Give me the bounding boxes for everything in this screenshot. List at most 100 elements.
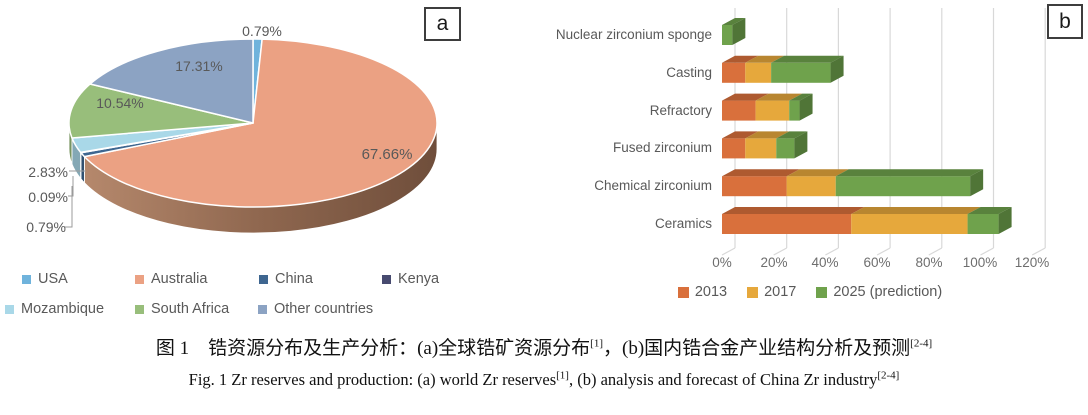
caption-zh-text-2: ，(b)国内锆合金产业结构分析及预测 bbox=[603, 338, 911, 359]
bar-top-face bbox=[786, 169, 849, 177]
legend-item-2025: 2025 (prediction) bbox=[816, 284, 942, 300]
pie-label-australia: 67.66% bbox=[361, 146, 413, 163]
legend-item-mozambique: Mozambique bbox=[5, 301, 104, 317]
bar-segment-2017-ceramics bbox=[851, 214, 968, 234]
legend-swatch-kenya bbox=[382, 274, 391, 284]
x-tick-0: 0% bbox=[712, 255, 732, 270]
panel-b-marker: b bbox=[1047, 4, 1083, 39]
leader-china bbox=[64, 186, 73, 228]
bar-segment-2017-fused-zirconium bbox=[745, 138, 777, 159]
legend-item-other-countries: Other countries bbox=[258, 301, 373, 317]
x-tick-60: 60% bbox=[863, 255, 891, 270]
legend-swatch-other-countries bbox=[258, 304, 267, 314]
bar-segment-2017-casting bbox=[745, 62, 772, 83]
legend-label-2017: 2017 bbox=[764, 284, 797, 300]
bar-end-face bbox=[998, 207, 1012, 234]
category-label-fused-zirconium: Fused zirconium bbox=[612, 140, 712, 155]
bar-segment-2013-refractory bbox=[722, 100, 756, 121]
caption-en-ref-1: [1] bbox=[556, 369, 569, 382]
bar-top-face bbox=[745, 55, 785, 63]
bar-top-face bbox=[755, 93, 803, 101]
pie-label-china: 0.79% bbox=[26, 219, 66, 235]
pie-label-kenya: 0.09% bbox=[28, 189, 68, 205]
caption-en-text-1: Fig. 1 Zr reserves and production: (a) w… bbox=[188, 370, 557, 389]
bar-top-face bbox=[722, 207, 865, 214]
legend-item-south-africa: South Africa bbox=[135, 301, 229, 317]
bar-top-face bbox=[722, 131, 759, 139]
bar-segment-2017-refractory bbox=[755, 100, 790, 121]
gridline-foot-20% bbox=[773, 247, 787, 256]
pie-slice-south-africa bbox=[68, 83, 254, 139]
caption-en-ref-2: [2-4] bbox=[877, 369, 900, 382]
legend-swatch-2017 bbox=[747, 286, 759, 298]
legend-item-kenya: Kenya bbox=[382, 271, 439, 287]
bar-top-face bbox=[776, 131, 808, 139]
caption-en-text-2: , (b) analysis and forecast of China Zr … bbox=[568, 370, 878, 389]
category-label-nuclear-zirconium-sponge: Nuclear zirconium sponge bbox=[555, 27, 712, 42]
legend-swatch-australia bbox=[135, 274, 144, 284]
legend-swatch-mozambique bbox=[5, 304, 14, 314]
gridline-foot-0% bbox=[721, 247, 736, 256]
bar-segment-2013-ceramics bbox=[722, 214, 852, 234]
pie-label-other-countries: 17.31% bbox=[175, 58, 223, 74]
legend-item-china: China bbox=[259, 271, 313, 287]
leader-kenya bbox=[68, 176, 74, 197]
legend-swatch-2025 bbox=[816, 286, 828, 298]
caption-zh-ref-2: [2-4] bbox=[910, 337, 933, 350]
gridline-foot-60% bbox=[876, 247, 891, 256]
legend-item-usa: USA bbox=[22, 271, 68, 287]
caption-zh-ref-1: [1] bbox=[590, 337, 603, 350]
bar-segment-2013-chemical-zirconium bbox=[722, 176, 787, 197]
bar-top-face bbox=[722, 169, 800, 177]
bar-end-face bbox=[830, 55, 844, 83]
bar-segment-2025-ceramics bbox=[967, 214, 999, 234]
panel-a-marker: a bbox=[424, 7, 461, 41]
category-label-ceramics: Ceramics bbox=[654, 216, 712, 231]
caption-english: Fig. 1 Zr reserves and production: (a) w… bbox=[0, 370, 1088, 390]
pie-label-mozambique: 2.83% bbox=[28, 164, 68, 180]
legend-label-south-africa: South Africa bbox=[151, 301, 230, 317]
bar-segment-2025-casting bbox=[771, 62, 831, 83]
legend-item-australia: Australia bbox=[135, 271, 207, 287]
bar-end-face bbox=[970, 169, 984, 197]
bar-top-face bbox=[745, 131, 790, 139]
legend-label-australia: Australia bbox=[151, 271, 208, 287]
bar-end-face bbox=[794, 131, 808, 159]
legend-label-usa: USA bbox=[38, 271, 68, 287]
bar-top-face bbox=[851, 207, 981, 214]
gridline-foot-80% bbox=[928, 247, 943, 256]
legend-swatch-2013 bbox=[677, 286, 689, 298]
caption-chinese: 图 1 锆资源分布及生产分析：(a)全球锆矿资源分布[1]，(b)国内锆合金产业… bbox=[0, 333, 1088, 360]
figure-canvas bbox=[64, 8, 1046, 256]
bar-chart-legend: 2013 2017 2025 (prediction) bbox=[600, 284, 1020, 300]
bar-top-face bbox=[771, 55, 844, 63]
bar-top-face bbox=[722, 18, 746, 25]
gridline-foot-40% bbox=[825, 247, 839, 256]
category-label-casting: Casting bbox=[666, 65, 712, 80]
bar-top-face bbox=[789, 93, 813, 101]
bar-top-face bbox=[722, 55, 759, 63]
legend-label-china: China bbox=[275, 271, 313, 287]
x-tick-100: 100% bbox=[962, 255, 998, 270]
legend-label-kenya: Kenya bbox=[398, 271, 440, 287]
pie-slice-australia bbox=[83, 38, 438, 208]
bar-segment-2025-refractory bbox=[789, 100, 800, 121]
bar-segment-2013-casting bbox=[722, 62, 746, 83]
pie-label-south-africa: 10.54% bbox=[96, 95, 144, 111]
x-tick-20: 20% bbox=[760, 255, 788, 270]
category-label-chemical-zirconium: Chemical zirconium bbox=[594, 178, 712, 193]
bar-top-face bbox=[835, 169, 984, 177]
bar-segment-2025-fused-zirconium bbox=[776, 138, 795, 159]
pie-side-china bbox=[80, 151, 85, 184]
gridline-foot-120% bbox=[1031, 247, 1046, 256]
pie-label-usa: 0.79% bbox=[242, 23, 282, 39]
legend-swatch-south-africa bbox=[135, 304, 144, 314]
x-tick-120: 120% bbox=[1014, 255, 1050, 270]
bar-end-face bbox=[732, 18, 746, 45]
legend-label-mozambique: Mozambique bbox=[21, 301, 105, 317]
legend-label-2025: 2025 (prediction) bbox=[833, 284, 943, 300]
bar-top-face bbox=[967, 207, 1012, 214]
legend-label-other-countries: Other countries bbox=[274, 301, 374, 317]
legend-item-2017: 2017 bbox=[747, 284, 796, 300]
